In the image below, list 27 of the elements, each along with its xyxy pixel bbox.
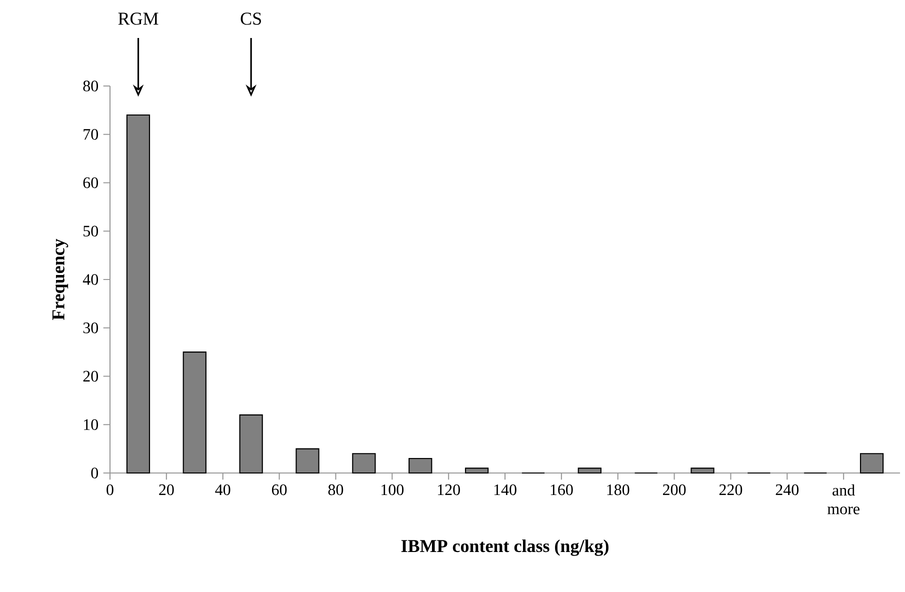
x-tick-label: 80 xyxy=(328,484,344,496)
y-tick-label: 0 xyxy=(91,468,98,478)
text: RGM xyxy=(118,12,158,25)
x-tick-label: 140 xyxy=(494,484,516,496)
y-tick-label: 10 xyxy=(84,419,98,430)
x-tick-label: 160 xyxy=(550,484,573,496)
x-tick-label: 40 xyxy=(215,484,230,496)
x-tick-label: and more xyxy=(827,484,860,514)
y-tick-label: 80 xyxy=(83,80,98,92)
text: CS xyxy=(240,12,261,25)
y-tick-label: 50 xyxy=(84,226,98,237)
x-tick-label: 100 xyxy=(382,484,404,496)
x-tick-label: 220 xyxy=(719,484,742,496)
x-tick-label: 60 xyxy=(272,484,287,496)
y-tick-label: 70 xyxy=(84,128,98,140)
x-tick-label: 200 xyxy=(663,484,686,496)
y-tick-label: 30 xyxy=(83,322,98,334)
x-tick-label: 240 xyxy=(776,484,799,496)
y-tick-label: 60 xyxy=(83,177,98,188)
x-tick-label: 20 xyxy=(159,484,174,496)
x-tick-label: 0 xyxy=(106,484,114,496)
y-axis-title: Frequency xyxy=(52,238,68,320)
x-tick-label: 120 xyxy=(438,484,460,496)
x-tick-label: 180 xyxy=(607,484,630,496)
x-axis-title: IBMP content class (ng/kg) xyxy=(401,539,608,556)
y-tick-label: 20 xyxy=(83,370,98,382)
y-tick-label: 40 xyxy=(82,274,98,285)
